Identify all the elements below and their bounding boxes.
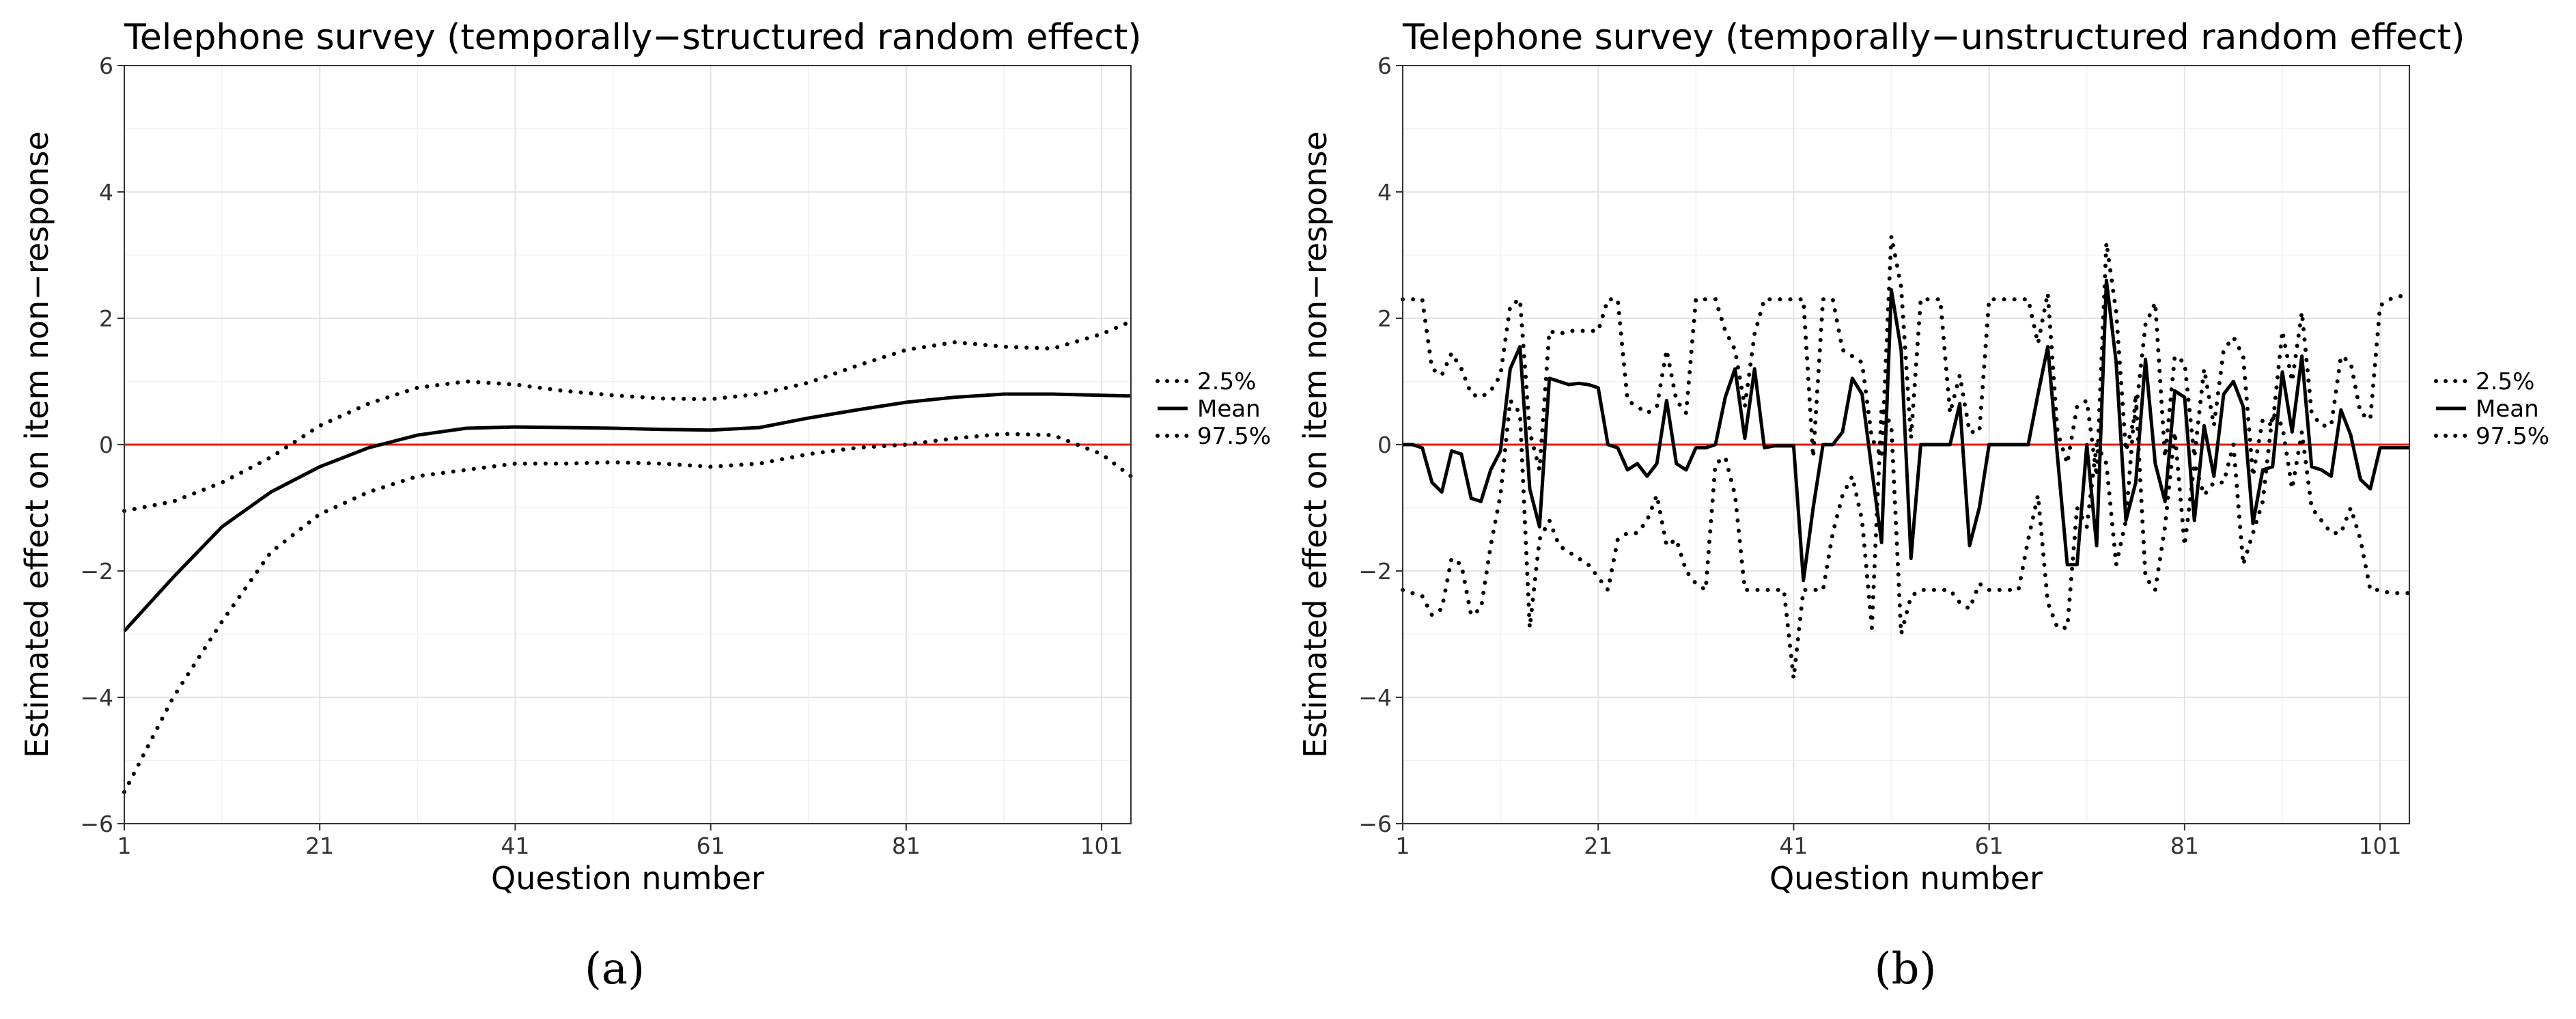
- y-tick-label: 6: [1377, 53, 1392, 79]
- x-tick-label: 1: [117, 833, 132, 859]
- y-axis-title: Estimated effect on item non−response: [18, 131, 55, 758]
- legend-label: 97.5%: [2476, 423, 2549, 450]
- y-tick-label: −6: [80, 811, 113, 837]
- x-tick-label: 81: [892, 833, 921, 859]
- series-line-mean: [123, 392, 1132, 632]
- y-tick-label: 2: [99, 305, 113, 332]
- y-tick-label: −4: [1358, 684, 1392, 711]
- x-tick-label: 81: [2170, 833, 2199, 859]
- series-line-mean: [1403, 279, 2409, 583]
- x-tick-label: 61: [697, 833, 725, 859]
- y-tick-label: 4: [99, 179, 113, 206]
- y-tick-label: −2: [80, 558, 113, 585]
- y-axis-title: Estimated effect on item non−response: [1297, 131, 1334, 758]
- series-line-97-5pct: [1401, 236, 2411, 477]
- x-tick-label: 101: [2359, 833, 2402, 859]
- y-tick-label: 0: [99, 432, 113, 458]
- y-tick-label: 4: [1377, 179, 1392, 206]
- panel-label: (b): [1875, 944, 1937, 994]
- x-tick-label: 41: [1779, 833, 1808, 859]
- chart-title: Telephone survey (temporally−unstructure…: [1402, 17, 2465, 58]
- x-tick-label: 61: [1975, 833, 2004, 859]
- legend-label: 2.5%: [2476, 368, 2534, 395]
- series-line-97-5pct: [122, 319, 1133, 514]
- x-axis-title: Question number: [1769, 860, 2043, 897]
- y-tick-label: −4: [80, 684, 113, 711]
- y-tick-label: 2: [1377, 305, 1392, 332]
- legend-label: 97.5%: [1197, 423, 1271, 450]
- panel-label: (a): [585, 944, 645, 994]
- legend-label: Mean: [1197, 395, 1261, 423]
- x-tick-label: 21: [1584, 833, 1612, 859]
- chart-title: Telephone survey (temporally−structured …: [124, 17, 1142, 58]
- x-tick-label: 41: [501, 833, 529, 859]
- y-tick-label: 6: [99, 53, 113, 79]
- legend-label: 2.5%: [1197, 368, 1256, 395]
- x-tick-label: 101: [1080, 833, 1123, 859]
- series-line-2-5pct: [1401, 393, 2411, 679]
- y-tick-label: 0: [1377, 432, 1392, 458]
- series-line-2-5pct: [122, 432, 1133, 794]
- y-tick-label: −6: [1358, 811, 1392, 837]
- y-tick-label: −2: [1358, 558, 1392, 585]
- legend-label: Mean: [2476, 395, 2539, 423]
- x-tick-label: 1: [1396, 833, 1410, 859]
- x-tick-label: 21: [305, 833, 334, 859]
- x-axis-title: Question number: [491, 860, 764, 897]
